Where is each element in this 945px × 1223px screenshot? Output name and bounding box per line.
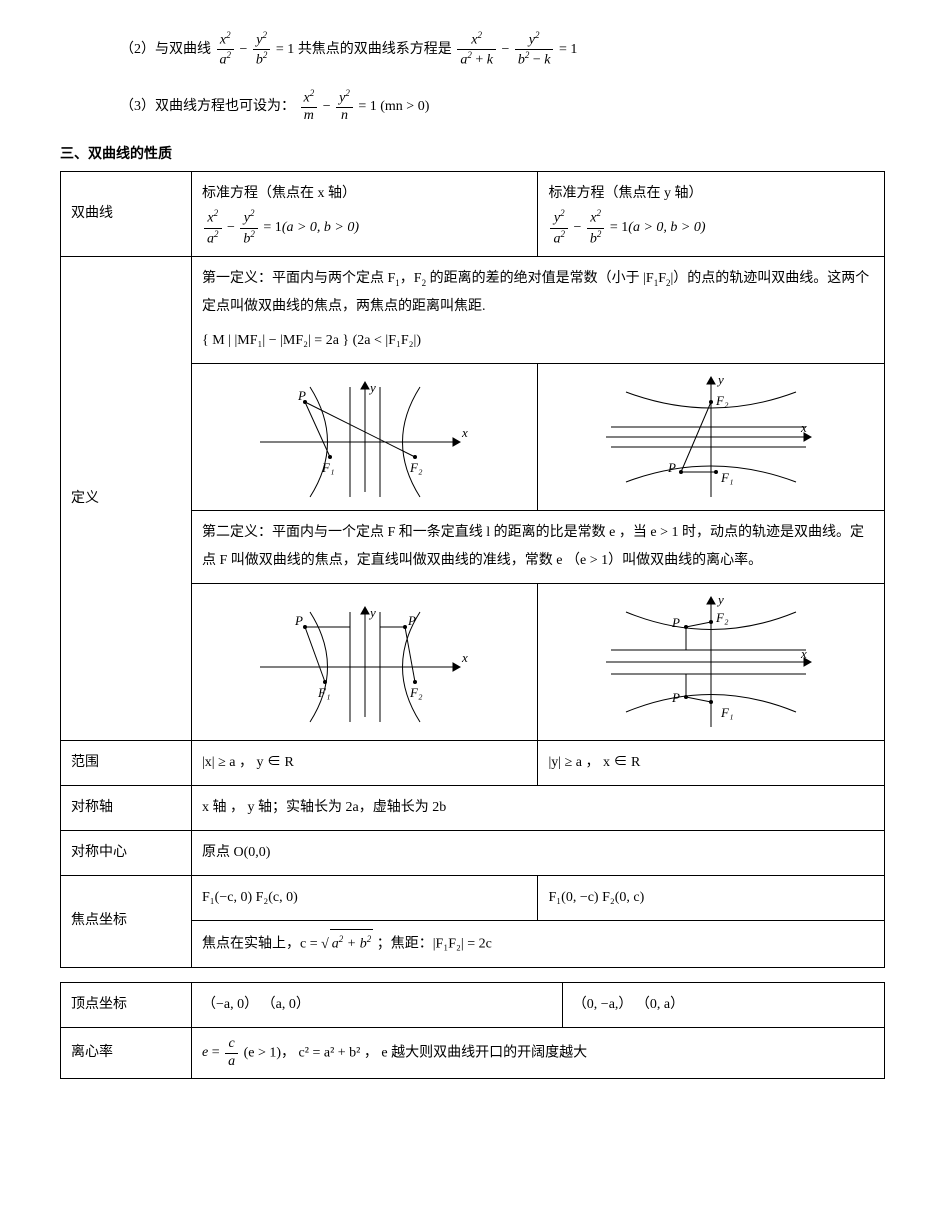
text: 共焦点的双曲线系方程是: [298, 42, 452, 57]
formula: y2a2 − x2b2 = 1(a > 0, b > 0): [548, 208, 874, 248]
svg-text:F₂: F₂: [409, 460, 423, 475]
properties-table: 双曲线 标准方程（焦点在 x 轴） x2a2 − y2b2 = 1(a > 0,…: [60, 171, 885, 968]
hyperbola-x-diagram-2: P P y x F₁ F₂: [250, 597, 480, 727]
svg-text:F₁: F₁: [317, 685, 330, 700]
diagram-d1-x: P y x F₁ F₂: [192, 364, 538, 511]
svg-text:x: x: [800, 646, 807, 661]
properties-table-2: 顶点坐标 （−a, 0） （a, 0） （0, −a,） （0, a） 离心率 …: [60, 982, 885, 1080]
svg-text:y: y: [368, 380, 376, 395]
svg-text:y: y: [716, 372, 724, 387]
sym-center-val: 原点 O(0,0): [192, 831, 885, 876]
svg-text:P: P: [667, 460, 676, 475]
row-label: 对称中心: [61, 831, 192, 876]
hyperbola-y-diagram-2: y x F₂ F₁ P P: [596, 592, 826, 732]
sym-axis-val: x 轴 ， y 轴；实轴长为 2a，虚轴长为 2b: [192, 786, 885, 831]
row-label: 焦点坐标: [61, 876, 192, 968]
set-notation: { M | |MF₁| − |MF₂| = 2a } (2a < |F₁F₂|): [202, 327, 874, 355]
intro-line-3: （3）双曲线方程也可设为： x2m − y2n = 1 (mn > 0): [120, 88, 885, 125]
header-y: 标准方程（焦点在 y 轴） y2a2 − x2b2 = 1(a > 0, b >…: [538, 172, 885, 257]
vertex-y: （0, −a,） （0, a）: [562, 982, 884, 1027]
range-x: |x| ≥ a ， y ∈ R: [192, 741, 538, 786]
svg-text:P: P: [407, 613, 416, 628]
formula: x2a2 + k − y2b2 − k = 1: [455, 42, 577, 57]
focus-y: F₁(0, −c) F₂(0, c): [538, 876, 885, 921]
row-label: 范围: [61, 741, 192, 786]
svg-text:F₂: F₂: [409, 685, 423, 700]
text: 标准方程（焦点在 y 轴）: [548, 180, 874, 208]
definition-1-text: 第一定义：平面内与两个定点 F1，F2 的距离的差的绝对值是常数（小于 |F1F…: [192, 257, 885, 364]
focus-x: F₁(−c, 0) F₂(c, 0): [192, 876, 538, 921]
row-label: 双曲线: [61, 172, 192, 257]
svg-text:F₂: F₂: [715, 393, 729, 408]
hyperbola-x-diagram: P y x F₁ F₂: [250, 372, 480, 502]
hyperbola-y-diagram: y x F₂ F₁ P: [596, 372, 826, 502]
svg-text:F₁: F₁: [321, 460, 334, 475]
header-x: 标准方程（焦点在 x 轴） x2a2 − y2b2 = 1(a > 0, b >…: [192, 172, 538, 257]
vertex-x: （−a, 0） （a, 0）: [192, 982, 563, 1027]
diagram-d2-y: y x F₂ F₁ P P: [538, 584, 885, 741]
row-label: 对称轴: [61, 786, 192, 831]
svg-text:P: P: [671, 690, 680, 705]
definition-2-text: 第二定义：平面内与一个定点 F 和一条定直线 l 的距离的比是常数 e ，当 e…: [192, 511, 885, 584]
svg-text:x: x: [800, 420, 807, 435]
text: （3）双曲线方程也可设为：: [120, 99, 295, 114]
section-title: 三、双曲线的性质: [60, 143, 885, 163]
row-label: 离心率: [61, 1027, 192, 1079]
svg-text:P: P: [671, 615, 680, 630]
range-y: |y| ≥ a ， x ∈ R: [538, 741, 885, 786]
row-label: 顶点坐标: [61, 982, 192, 1027]
focus-note: 焦点在实轴上，c = √a2 + b2 ；焦距：|F₁F₂| = 2c: [192, 921, 885, 968]
svg-text:P: P: [294, 613, 303, 628]
intro-line-2: （2）与双曲线 x2a2 − y2b2 = 1 共焦点的双曲线系方程是 x2a2…: [120, 30, 885, 70]
row-label: 定义: [61, 257, 192, 741]
svg-text:F₂: F₂: [715, 610, 729, 625]
condition: (mn > 0): [380, 99, 429, 114]
diagram-d1-y: y x F₂ F₁ P: [538, 364, 885, 511]
formula: x2a2 − y2b2 = 1(a > 0, b > 0): [202, 208, 527, 248]
text: 标准方程（焦点在 x 轴）: [202, 180, 527, 208]
text: （2）与双曲线: [120, 42, 211, 57]
ecc-val: e = ca (e > 1)， c² = a² + b² ， e 越大则双曲线开…: [192, 1027, 885, 1079]
svg-text:F₁: F₁: [720, 705, 733, 720]
svg-text:x: x: [461, 650, 468, 665]
svg-text:x: x: [461, 425, 468, 440]
svg-text:y: y: [716, 592, 724, 607]
formula: x2a2 − y2b2 = 1: [215, 42, 298, 57]
svg-text:F₁: F₁: [720, 470, 733, 485]
diagram-d2-x: P P y x F₁ F₂: [192, 584, 538, 741]
svg-text:y: y: [368, 605, 376, 620]
formula: x2m − y2n = 1: [299, 99, 381, 114]
